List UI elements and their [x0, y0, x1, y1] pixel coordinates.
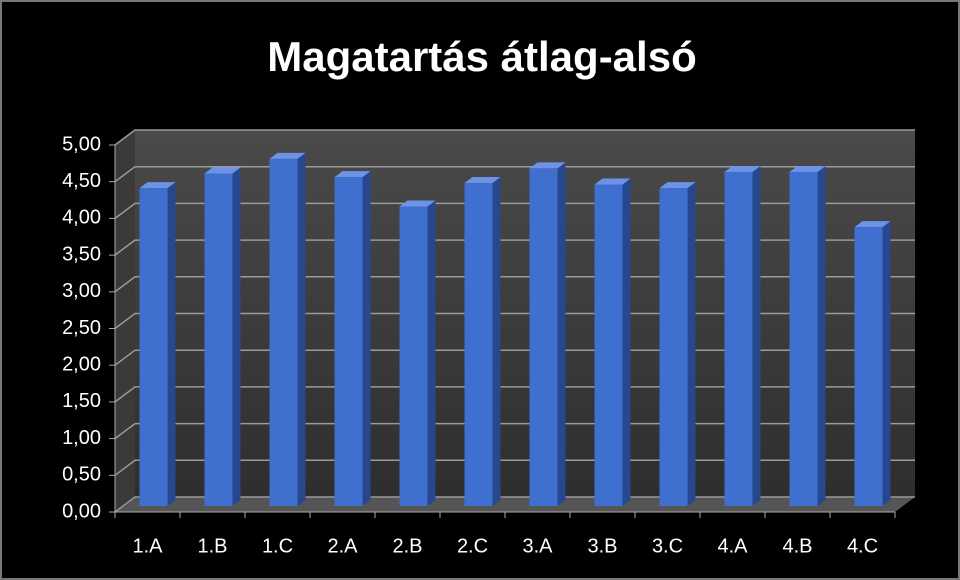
bar-top [464, 177, 501, 184]
y-tick-label: 0,50 [62, 464, 101, 486]
bar-side [492, 177, 501, 507]
bar [334, 177, 363, 506]
bar [854, 227, 883, 506]
bar-top [139, 182, 176, 189]
plot-area: 0,00 0,50 1,00 1,50 2,00 2,50 3,00 3,50 4,00 4,50… [62, 129, 915, 557]
bar [594, 184, 623, 506]
bar-side [687, 182, 696, 507]
bar-top [399, 200, 436, 207]
bar-top [529, 162, 566, 169]
grid-line [114, 386, 915, 403]
grid-line [114, 129, 915, 146]
y-tick-label: 0,00 [62, 500, 101, 522]
x-tick-label: 2.A [327, 535, 358, 557]
bar [139, 188, 168, 507]
x-tick-label: 4.B [782, 535, 812, 557]
x-tick-label: 2.B [392, 535, 422, 557]
y-tick-label: 1,50 [62, 390, 101, 412]
x-tick-label: 1.A [132, 535, 163, 557]
x-tick-label: 1.B [197, 535, 227, 557]
bar [659, 188, 688, 507]
bar [724, 172, 753, 506]
y-tick-label: 3,00 [62, 280, 101, 302]
grid-line [114, 496, 915, 513]
grid-line [114, 312, 915, 330]
x-tick-label: 1.C [262, 535, 293, 557]
bar-top [854, 221, 891, 228]
bar-side [882, 221, 891, 506]
bar-side [427, 200, 436, 506]
x-tick-label: 3.B [587, 535, 617, 557]
floor [115, 497, 915, 512]
bar [399, 206, 428, 506]
bar-side [362, 171, 371, 506]
y-tick-label: 3,50 [62, 243, 101, 265]
bar-side [752, 166, 761, 506]
grid-line [114, 202, 915, 219]
bar-top [269, 152, 306, 159]
grid-line [114, 239, 915, 256]
bar-side [167, 182, 176, 507]
x-tick-label: 4.A [717, 535, 748, 557]
bar-side [232, 167, 241, 507]
bar [529, 168, 558, 507]
y-tick-label: 2,50 [62, 317, 101, 339]
y-tick-label: 5,00 [62, 133, 101, 155]
grid-line [114, 276, 915, 293]
x-tick-label: 3.C [652, 535, 683, 557]
bar [789, 172, 818, 506]
bar [464, 183, 493, 507]
x-tick-label: 3.A [522, 535, 553, 557]
y-tick-label: 4,50 [62, 170, 101, 192]
bar-top [334, 171, 371, 178]
bar [204, 173, 233, 507]
grid-line [114, 422, 915, 440]
grid-line [114, 349, 915, 366]
bar-side [817, 166, 826, 506]
chart-title: Magatartás átlag-alsó [267, 33, 696, 80]
bar-side [297, 152, 306, 506]
x-tick-label: 4.C [847, 535, 878, 557]
bar-side [622, 178, 631, 506]
bar-top [204, 167, 241, 174]
x-tick-label: 2.C [457, 535, 488, 557]
grid-line [114, 459, 915, 476]
bar-top [789, 166, 826, 173]
y-tick-label: 1,00 [62, 427, 101, 449]
grid-line [114, 165, 915, 183]
y-tick-label: 4,00 [62, 207, 101, 229]
y-tick-label: 2,00 [62, 353, 101, 375]
bar-top [724, 166, 761, 173]
bar-top [594, 178, 631, 185]
bar-side [557, 162, 566, 507]
bar [269, 158, 298, 506]
bar-top [659, 182, 696, 189]
